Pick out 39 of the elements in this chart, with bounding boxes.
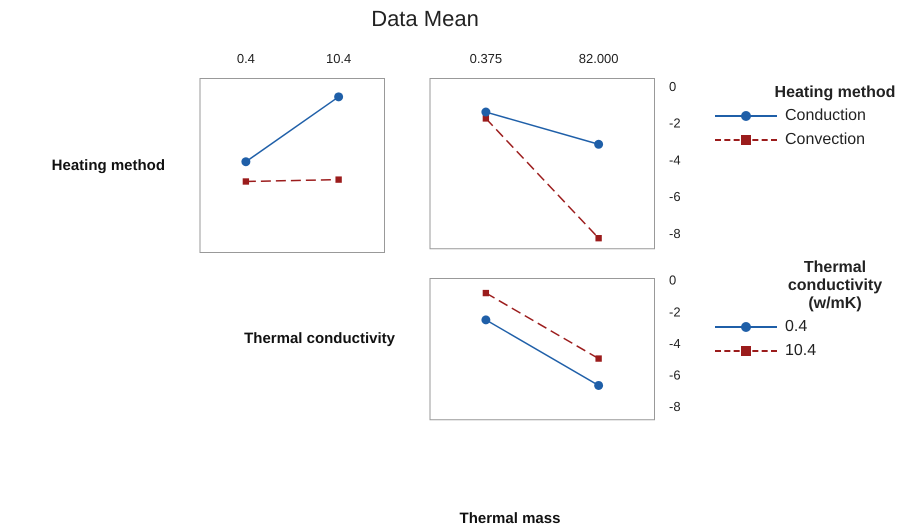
point (594, 380, 604, 390)
point (594, 140, 604, 149)
point (595, 355, 602, 362)
legend-title: Thermal conductivity (w/mK) (786, 259, 884, 313)
legend-title: Heating method (774, 84, 896, 102)
point (482, 290, 490, 296)
x-tick-label: 0.375 (470, 50, 502, 66)
y-tick-label: -2 (669, 304, 681, 320)
point (334, 92, 344, 102)
y-tick-label: 0 (669, 272, 676, 288)
y-axis-title: Heating method (52, 156, 165, 174)
legend-item: 0.4 (715, 315, 903, 339)
x-tick-label: 10.4 (326, 50, 352, 66)
legend-item: Conduction (715, 104, 903, 128)
legend-item: Convection (715, 128, 903, 152)
point (595, 234, 602, 242)
point (242, 178, 250, 185)
y-tick-label: -6 (669, 189, 681, 204)
point (481, 315, 490, 324)
y-tick-label: -4 (669, 152, 681, 168)
legend-label: Convection (785, 131, 866, 149)
x-tick-label: 82.000 (578, 50, 619, 66)
y-tick-label: 0 (669, 78, 676, 94)
y-tick-label: -8 (669, 399, 681, 414)
y-tick-label: -2 (669, 116, 681, 131)
chart-title: Data Mean (370, 6, 480, 32)
y-tick-label: -4 (669, 336, 681, 351)
y-axis-title: Thermal conductivity (244, 330, 395, 346)
y-tick-label: -8 (669, 226, 681, 242)
point (335, 176, 342, 183)
y-tick-label: -6 (669, 368, 681, 383)
legend-label: 10.4 (785, 342, 816, 360)
legend-label: Conduction (785, 107, 866, 125)
x-axis-title: Thermal mass (458, 510, 562, 527)
legend-label: 0.4 (785, 318, 808, 336)
x-tick-label: 0.4 (236, 50, 255, 66)
legend-item: 10.4 (715, 339, 903, 363)
point (481, 108, 490, 117)
point (241, 157, 250, 166)
